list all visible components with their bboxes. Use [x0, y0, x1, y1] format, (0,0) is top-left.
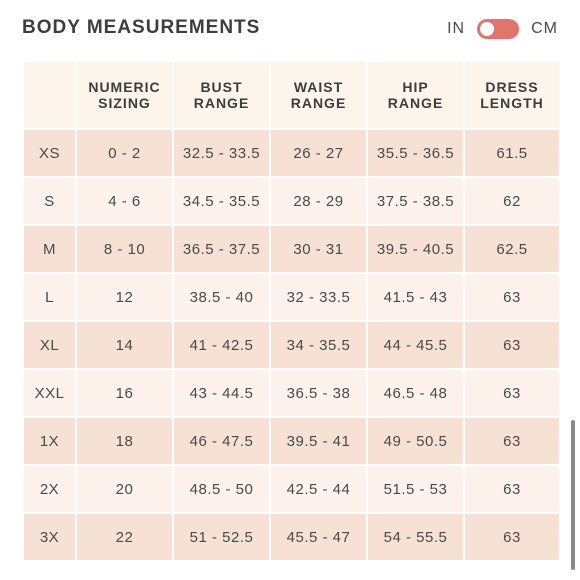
cell-waist-range: 45.5 - 47	[269, 512, 368, 562]
cell-hip-range: 37.5 - 38.5	[366, 176, 465, 226]
cell-dress-length: 63	[463, 464, 561, 514]
cell-numeric-sizing: 14	[75, 320, 174, 370]
cell-size: M	[22, 224, 77, 274]
cell-hip-range: 41.5 - 43	[366, 272, 465, 322]
cell-waist-range: 42.5 - 44	[269, 464, 368, 514]
cell-dress-length: 62	[463, 176, 561, 226]
cell-bust-range: 34.5 - 35.5	[172, 176, 271, 226]
cell-hip-range: 44 - 45.5	[366, 320, 465, 370]
unit-switch[interactable]	[477, 19, 520, 39]
unit-toggle: IN CM	[447, 16, 558, 42]
switch-knob	[480, 22, 495, 36]
cell-numeric-sizing: 16	[75, 368, 174, 418]
cell-waist-range: 39.5 - 41	[269, 416, 368, 466]
cell-dress-length: 63	[463, 272, 561, 322]
cell-size: 1X	[22, 416, 77, 466]
cell-size: XL	[22, 320, 77, 370]
unit-cm-label[interactable]: CM	[531, 20, 558, 37]
measurements-table: NUMERIC SIZING BUST RANGE WAIST RANGE HIP RANGE…	[22, 60, 561, 562]
cell-size: L	[22, 272, 77, 322]
cell-size: 2X	[22, 464, 77, 514]
table-body: XS 0 - 2 32.5 - 33.5 26 - 27 35.5 - 36.5 61.5…	[22, 128, 561, 562]
cell-waist-range: 30 - 31	[269, 224, 368, 274]
cell-bust-range: 36.5 - 37.5	[172, 224, 271, 274]
cell-bust-range: 43 - 44.5	[172, 368, 271, 418]
column-header-bust-range: BUST RANGE	[172, 60, 271, 130]
cell-dress-length: 63	[463, 368, 561, 418]
cell-hip-range: 51.5 - 53	[366, 464, 465, 514]
cell-numeric-sizing: 12	[75, 272, 174, 322]
cell-bust-range: 46 - 47.5	[172, 416, 271, 466]
cell-bust-range: 48.5 - 50	[172, 464, 271, 514]
table-row: 2X 20 48.5 - 50 42.5 - 44 51.5 - 53 63	[22, 464, 561, 514]
cell-dress-length: 63	[463, 512, 561, 562]
column-header-dress-length: DRESS LENGTH	[463, 60, 561, 130]
cell-waist-range: 28 - 29	[269, 176, 368, 226]
cell-size: XXL	[22, 368, 77, 418]
cell-numeric-sizing: 20	[75, 464, 174, 514]
cell-hip-range: 35.5 - 36.5	[366, 128, 465, 178]
cell-dress-length: 63	[463, 320, 561, 370]
cell-bust-range: 51 - 52.5	[172, 512, 271, 562]
cell-bust-range: 32.5 - 33.5	[172, 128, 271, 178]
table-row: 3X 22 51 - 52.5 45.5 - 47 54 - 55.5 63	[22, 512, 561, 562]
column-header-waist-range: WAIST RANGE	[269, 60, 368, 130]
cell-hip-range: 49 - 50.5	[366, 416, 465, 466]
cell-waist-range: 32 - 33.5	[269, 272, 368, 322]
cell-numeric-sizing: 18	[75, 416, 174, 466]
cell-hip-range: 39.5 - 40.5	[366, 224, 465, 274]
cell-dress-length: 61.5	[463, 128, 561, 178]
cell-numeric-sizing: 0 - 2	[75, 128, 174, 178]
cell-numeric-sizing: 8 - 10	[75, 224, 174, 274]
table-row: XS 0 - 2 32.5 - 33.5 26 - 27 35.5 - 36.5 61.5	[22, 128, 561, 178]
table-row: XL 14 41 - 42.5 34 - 35.5 44 - 45.5 63	[22, 320, 561, 370]
page-title: BODY MEASUREMENTS	[22, 17, 261, 38]
cell-size: S	[22, 176, 77, 226]
header: BODY MEASUREMENTS IN CM	[22, 14, 560, 44]
cell-hip-range: 46.5 - 48	[366, 368, 465, 418]
table-header-row: NUMERIC SIZING BUST RANGE WAIST RANGE HIP RANGE…	[22, 60, 561, 130]
table-row: L 12 38.5 - 40 32 - 33.5 41.5 - 43 63	[22, 272, 561, 322]
cell-numeric-sizing: 4 - 6	[75, 176, 174, 226]
cell-size: XS	[22, 128, 77, 178]
measurements-table-container: NUMERIC SIZING BUST RANGE WAIST RANGE HIP RANGE…	[22, 60, 561, 562]
cell-bust-range: 38.5 - 40	[172, 272, 271, 322]
cell-dress-length: 62.5	[463, 224, 561, 274]
cell-numeric-sizing: 22	[75, 512, 174, 562]
cell-bust-range: 41 - 42.5	[172, 320, 271, 370]
cell-waist-range: 36.5 - 38	[269, 368, 368, 418]
cell-waist-range: 26 - 27	[269, 128, 368, 178]
cell-size: 3X	[22, 512, 77, 562]
unit-in-label[interactable]: IN	[447, 20, 466, 37]
cell-dress-length: 63	[463, 416, 561, 466]
column-header-size	[22, 60, 77, 130]
cell-hip-range: 54 - 55.5	[366, 512, 465, 562]
column-header-hip-range: HIP RANGE	[366, 60, 465, 130]
table-row: 1X 18 46 - 47.5 39.5 - 41 49 - 50.5 63	[22, 416, 561, 466]
column-header-numeric-sizing: NUMERIC SIZING	[75, 60, 174, 130]
table-row: XXL 16 43 - 44.5 36.5 - 38 46.5 - 48 63	[22, 368, 561, 418]
scrollbar[interactable]	[571, 420, 575, 570]
cell-waist-range: 34 - 35.5	[269, 320, 368, 370]
